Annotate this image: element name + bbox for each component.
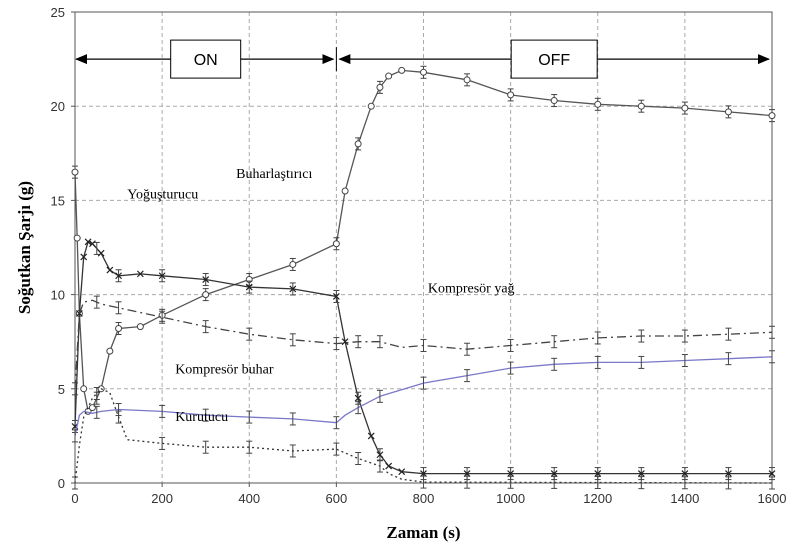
data-point [507,91,515,99]
data-point [245,283,253,291]
x-tick-label: 0 [71,491,78,506]
data-point [420,68,427,76]
data-point [289,260,297,268]
data-point [550,97,558,105]
y-axis-title: Soğutkan Şarjı (g) [15,181,34,314]
series-line-kompresor-buhar [74,356,773,437]
data-point [106,347,114,355]
data-point [463,470,471,478]
y-tick-label: 20 [51,99,65,114]
data-point [398,66,406,74]
y-tick-label: 10 [51,288,65,303]
data-point [681,470,689,478]
data-point [385,462,393,470]
annotation-buharlastirici: Buharlaştırıcı [236,167,312,182]
series-kurutucu [72,387,775,490]
data-point [73,234,81,242]
data-point [354,394,362,402]
data-point [768,112,776,120]
data-point [398,468,406,476]
series-kompresor-yag [72,295,775,396]
data-point [75,310,83,317]
data-point [115,325,123,333]
annotation-kurutucu: Kurutucu [175,410,228,425]
data-point [106,266,114,274]
y-tick-label: 0 [58,476,65,491]
data-point [97,249,105,257]
x-axis-title: Zaman (s) [386,523,460,542]
x-tick-label: 1400 [670,491,699,506]
data-point [637,102,645,110]
x-tick-label: 400 [238,491,260,506]
data-point [332,240,340,248]
data-point [367,102,375,110]
y-tick-label: 5 [58,382,65,397]
data-point [768,470,776,478]
data-point [550,470,558,478]
data-point [80,253,88,261]
data-point [136,270,144,278]
tick-labels: 0 200 400 600 800 1000 1200 1400 1600 0 5 10 15 20 25 [51,5,787,506]
phase-box-on [170,39,242,79]
data-point [376,83,384,91]
grid [75,12,772,483]
data-point [289,285,297,293]
x-tick-label: 1200 [583,491,612,506]
series-line-buharlastirici [74,69,773,413]
data-point [136,323,144,331]
data-point [332,293,340,300]
phase-label-off: OFF [538,52,570,69]
data-point [341,338,349,346]
data-point [84,238,92,246]
data-point [89,240,96,248]
data-point [637,470,645,478]
data-point [115,272,122,280]
data-point [594,100,602,108]
phase-markers: ON OFF [75,39,770,79]
annotation-yogusturucu: Yoğuşturucu [127,188,198,203]
annotation-kompresor-buhar: Kompresör buhar [175,363,274,378]
data-point [724,108,732,116]
y-tick-label: 25 [51,5,65,20]
series-layer [71,65,776,490]
data-point [354,140,362,148]
data-point [71,168,79,176]
data-point [376,451,384,459]
phase-box-off [510,39,598,79]
data-point [385,72,393,80]
data-point [158,272,166,280]
y-tick-label: 15 [51,193,65,208]
data-point [202,276,210,283]
x-tick-label: 1000 [496,491,525,506]
data-point [88,404,96,412]
data-point [202,291,210,299]
series-line-kurutucu [74,388,773,484]
series-buharlastirici [71,65,776,415]
x-tick-label: 200 [151,491,173,506]
data-point [80,385,88,393]
x-tick-label: 1600 [758,491,787,506]
data-point [367,432,375,440]
data-point [463,76,471,84]
x-tick-label: 800 [413,491,435,506]
annotations: Buharlaştırıcı Yoğuşturucu Kompresör yağ Ko… [127,167,514,425]
phase-label-on: ON [194,52,218,69]
annotation-kompresor-yag: Kompresör yağ [428,282,515,297]
data-point [507,470,515,478]
data-point [681,104,689,112]
data-point [594,470,602,478]
data-point [341,187,349,195]
x-tick-label: 600 [326,491,348,506]
data-point [725,470,732,478]
